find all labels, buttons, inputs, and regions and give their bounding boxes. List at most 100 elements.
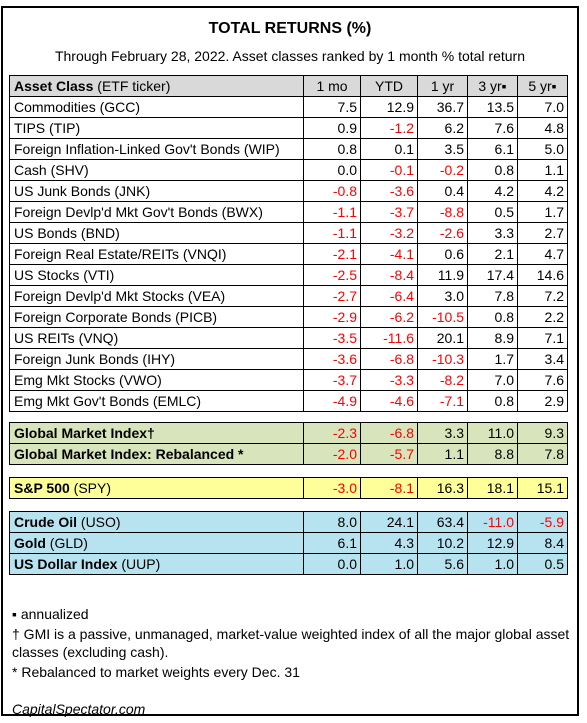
sp500-row: S&P 500 (SPY) -3.0 -8.1 16.3 18.1 15.1 bbox=[9, 477, 568, 499]
asset-name-cell: Foreign Devlp'd Mkt Gov't Bonds (BWX) bbox=[9, 201, 304, 223]
value-cell-1yr: -2.6 bbox=[417, 222, 468, 244]
value-cell-5yr: 7.8 bbox=[517, 443, 568, 465]
value-cell-1yr: 10.2 bbox=[417, 532, 468, 554]
value-cell-1yr: 0.6 bbox=[417, 243, 468, 265]
value-cell-ytd: 4.3 bbox=[360, 532, 418, 554]
value-cell-ytd: -8.4 bbox=[360, 264, 418, 286]
asset-name-cell: US Junk Bonds (JNK) bbox=[9, 180, 304, 202]
value-cell-1yr: 6.2 bbox=[417, 117, 468, 139]
value-cell-3yr: 13.5 bbox=[467, 96, 518, 118]
value-cell-5yr: 1.7 bbox=[517, 201, 568, 223]
value-cell-3yr: 0.8 bbox=[467, 159, 518, 181]
source-credit: CapitalSpectator.com bbox=[12, 701, 146, 717]
value-cell-ytd: -6.8 bbox=[360, 348, 418, 370]
asset-row: Foreign Devlp'd Mkt Gov't Bonds (BWX) -1.… bbox=[9, 201, 568, 223]
value-cell-ytd: 24.1 bbox=[360, 511, 418, 533]
value-cell-1yr: 20.1 bbox=[417, 327, 468, 349]
value-cell-ytd: 1.0 bbox=[360, 553, 418, 575]
asset-row: TIPS (TIP) 0.9 -1.2 6.2 7.6 4.8 bbox=[9, 117, 568, 139]
value-cell-1yr: 16.3 bbox=[417, 477, 468, 499]
value-cell-1mo: -1.1 bbox=[303, 201, 361, 223]
value-cell-5yr: 7.2 bbox=[517, 285, 568, 307]
value-cell-1mo: -2.1 bbox=[303, 243, 361, 265]
value-cell-ytd: -6.4 bbox=[360, 285, 418, 307]
value-cell-3yr: 0.8 bbox=[467, 390, 518, 412]
asset-name-cell: TIPS (TIP) bbox=[9, 117, 304, 139]
value-cell-ytd: -11.6 bbox=[360, 327, 418, 349]
asset-name-cell: Foreign Devlp'd Mkt Stocks (VEA) bbox=[9, 285, 304, 307]
value-cell-ytd: -3.7 bbox=[360, 201, 418, 223]
value-cell-5yr: 3.4 bbox=[517, 348, 568, 370]
value-cell-ytd: -6.2 bbox=[360, 306, 418, 328]
value-cell-5yr: 4.7 bbox=[517, 243, 568, 265]
sp500-name-bold: S&P 500 bbox=[14, 480, 70, 496]
value-cell-ytd: -3.6 bbox=[360, 180, 418, 202]
value-cell-5yr: 9.3 bbox=[517, 422, 568, 444]
value-cell-1mo: 0.0 bbox=[303, 553, 361, 575]
value-cell-3yr: 11.0 bbox=[467, 422, 518, 444]
commodity-row: US Dollar Index (UUP) 0.0 1.0 5.6 1.0 0.5 bbox=[9, 553, 568, 575]
value-cell-3yr: 7.0 bbox=[467, 369, 518, 391]
value-cell-1mo: -2.0 bbox=[303, 443, 361, 465]
value-cell-ytd: -4.1 bbox=[360, 243, 418, 265]
header-asset-class-bold: Asset Class bbox=[14, 78, 94, 94]
value-cell-5yr: 8.4 bbox=[517, 532, 568, 554]
asset-name-cell: S&P 500 (SPY) bbox=[9, 477, 304, 499]
value-cell-5yr: 14.6 bbox=[517, 264, 568, 286]
value-cell-5yr: 2.9 bbox=[517, 390, 568, 412]
asset-row: Foreign Real Estate/REITs (VNQI) -2.1 -4.1… bbox=[9, 243, 568, 265]
value-cell-1yr: -8.8 bbox=[417, 201, 468, 223]
section-spacer bbox=[10, 465, 568, 478]
value-cell-1mo: -1.1 bbox=[303, 222, 361, 244]
value-cell-1yr: -10.5 bbox=[417, 306, 468, 328]
header-1mo: 1 mo bbox=[303, 75, 361, 97]
value-cell-5yr: 7.0 bbox=[517, 96, 568, 118]
value-cell-3yr: 7.6 bbox=[467, 117, 518, 139]
commodity-name-suffix: (USO) bbox=[77, 514, 121, 530]
asset-name-cell: Emg Mkt Stocks (VWO) bbox=[9, 369, 304, 391]
value-cell-1yr: 3.3 bbox=[417, 422, 468, 444]
asset-row: Commodities (GCC) 7.5 12.9 36.7 13.5 7.0 bbox=[9, 96, 568, 118]
asset-row: US Stocks (VTI) -2.5 -8.4 11.9 17.4 14.6 bbox=[9, 264, 568, 286]
value-cell-1mo: -2.7 bbox=[303, 285, 361, 307]
value-cell-ytd: -3.2 bbox=[360, 222, 418, 244]
value-cell-1mo: -3.6 bbox=[303, 348, 361, 370]
note-annualized: ▪ annualized bbox=[12, 606, 89, 622]
value-cell-1mo: 7.5 bbox=[303, 96, 361, 118]
value-cell-1mo: -3.5 bbox=[303, 327, 361, 349]
header-ytd: YTD bbox=[360, 75, 418, 97]
value-cell-5yr: 1.1 bbox=[517, 159, 568, 181]
value-cell-1mo: -3.7 bbox=[303, 369, 361, 391]
asset-row: Foreign Junk Bonds (IHY) -3.6 -6.8 -10.3 1.7… bbox=[9, 348, 568, 370]
table-header-row: Asset Class (ETF ticker) 1 mo YTD 1 yr 3… bbox=[9, 75, 568, 97]
value-cell-3yr: 3.3 bbox=[467, 222, 518, 244]
note-rebalanced: * Rebalanced to market weights every Dec… bbox=[12, 664, 300, 680]
gmi-row: Global Market Index† -2.3 -6.8 3.3 11.0 9.3 bbox=[9, 422, 568, 444]
value-cell-5yr: -5.9 bbox=[517, 511, 568, 533]
value-cell-1yr: 11.9 bbox=[417, 264, 468, 286]
value-cell-3yr: -11.0 bbox=[467, 511, 518, 533]
section-spacer bbox=[10, 499, 568, 512]
value-cell-3yr: 17.4 bbox=[467, 264, 518, 286]
value-cell-3yr: 8.8 bbox=[467, 443, 518, 465]
value-cell-1mo: -2.5 bbox=[303, 264, 361, 286]
value-cell-ytd: 12.9 bbox=[360, 96, 418, 118]
asset-row: Emg Mkt Gov't Bonds (EMLC) -4.9 -4.6 -7.1 0.… bbox=[9, 390, 568, 412]
value-cell-1yr: 0.4 bbox=[417, 180, 468, 202]
asset-row: Foreign Devlp'd Mkt Stocks (VEA) -2.7 -6.4… bbox=[9, 285, 568, 307]
asset-name-cell: US Stocks (VTI) bbox=[9, 264, 304, 286]
value-cell-3yr: 2.1 bbox=[467, 243, 518, 265]
asset-row: Foreign Inflation-Linked Gov't Bonds (WI… bbox=[9, 138, 568, 160]
commodity-row: Gold (GLD) 6.1 4.3 10.2 12.9 8.4 bbox=[9, 532, 568, 554]
asset-row: Cash (SHV) 0.0 -0.1 -0.2 0.8 1.1 bbox=[9, 159, 568, 181]
value-cell-5yr: 7.6 bbox=[517, 369, 568, 391]
value-cell-3yr: 1.7 bbox=[467, 348, 518, 370]
page-title: TOTAL RETURNS (%) bbox=[208, 20, 372, 37]
value-cell-1yr: 1.1 bbox=[417, 443, 468, 465]
value-cell-1yr: 3.5 bbox=[417, 138, 468, 160]
value-cell-1mo: -3.0 bbox=[303, 477, 361, 499]
value-cell-1mo: 8.0 bbox=[303, 511, 361, 533]
value-cell-3yr: 6.1 bbox=[467, 138, 518, 160]
commodity-name-bold: Crude Oil bbox=[14, 514, 78, 530]
value-cell-5yr: 4.2 bbox=[517, 180, 568, 202]
